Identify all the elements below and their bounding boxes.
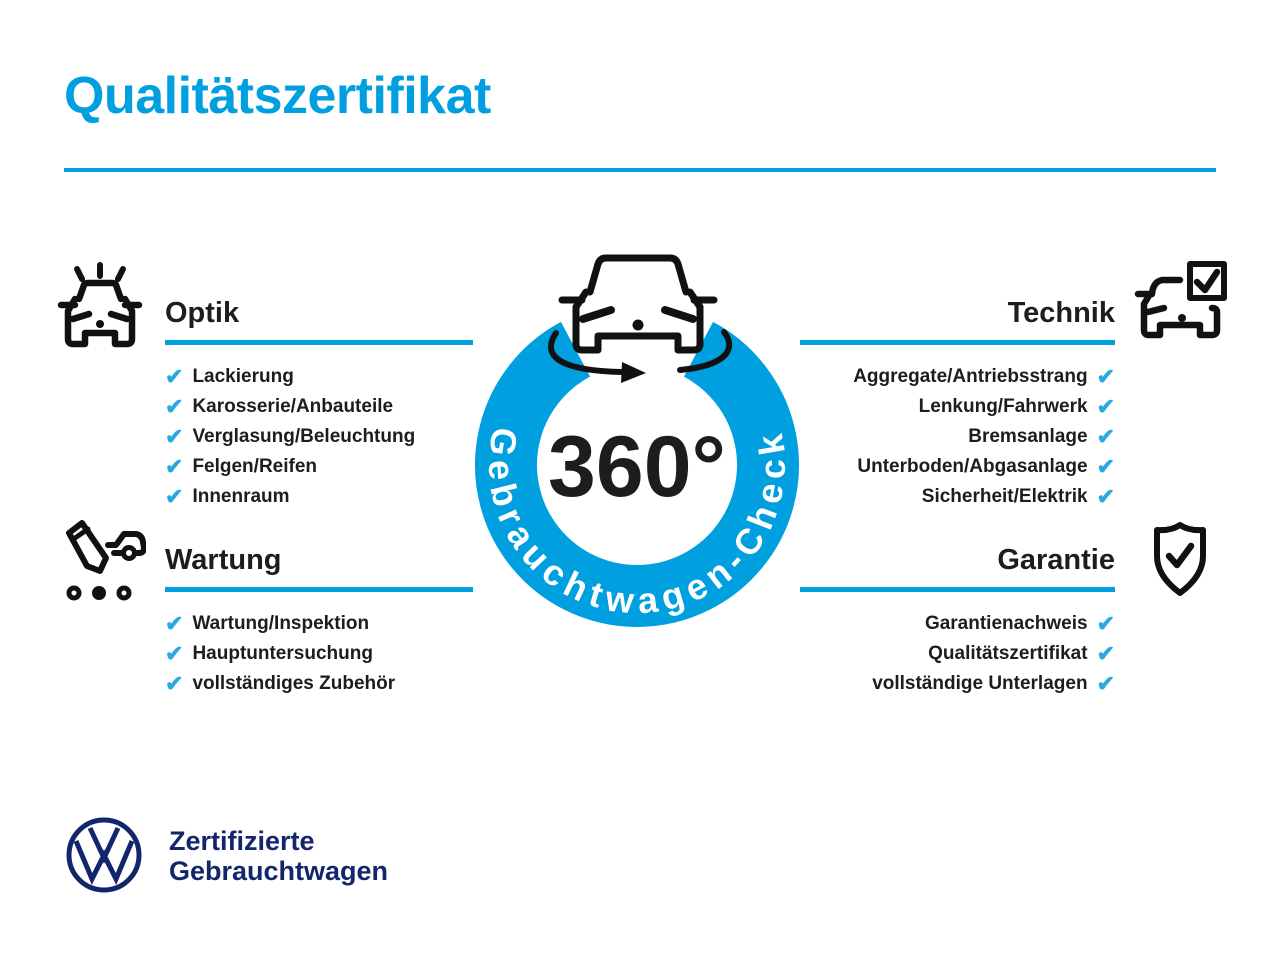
list-item: ✔ Hauptuntersuchung (165, 641, 373, 666)
footer-line1: Zertifizierte (169, 826, 315, 856)
pencil-car-icon (66, 520, 146, 601)
list-item: vollständige Unterlagen ✔ (872, 671, 1115, 696)
check-icon: ✔ (1096, 454, 1115, 479)
section-garantie-title: Garantie (997, 544, 1115, 576)
section-underline (800, 587, 1115, 592)
list-item: Sicherheit/Elektrik ✔ (921, 484, 1115, 509)
section-optik: Optik ✔ Lackierung ✔ Karosserie/Anbauteile… (165, 297, 473, 512)
section-technik-title: Technik (1007, 297, 1115, 329)
list-item: Aggregate/Antriebsstrang ✔ (853, 364, 1115, 389)
garantie-checklist: Garantienachweis ✔ Qualitätszertifikat ✔ v… (800, 609, 1115, 699)
check-icon: ✔ (165, 364, 184, 389)
section-technik: Technik Aggregate/Antriebsstrang ✔ Lenkun… (800, 297, 1115, 512)
section-garantie: Garantie Garantienachweis ✔ Qualitätszert… (800, 544, 1115, 699)
list-item: Lenkung/Fahrwerk ✔ (918, 394, 1115, 419)
check-icon: ✔ (1096, 671, 1115, 696)
footer-brand-text: Zertifizierte Gebrauchtwagen (169, 826, 388, 886)
list-item: Bremsanlage ✔ (968, 424, 1115, 449)
list-item: ✔ Karosserie/Anbauteile (165, 394, 394, 419)
title-divider (64, 168, 1216, 172)
footer-line2: Gebrauchtwagen (169, 856, 389, 886)
check-icon: ✔ (165, 641, 184, 666)
list-item: ✔ Verglasung/Beleuchtung (165, 424, 416, 449)
badge-center-value: 360° (548, 419, 726, 515)
check-icon: ✔ (165, 424, 184, 449)
list-item: ✔ Lackierung (165, 364, 294, 389)
list-item: ✔ vollständiges Zubehör (165, 671, 396, 696)
check-icon: ✔ (165, 454, 184, 479)
wartung-checklist: ✔ Wartung/Inspektion ✔ Hauptuntersuchung ✔… (165, 609, 473, 699)
list-item: ✔ Wartung/Inspektion (165, 611, 370, 636)
check-icon: ✔ (1096, 364, 1115, 389)
check-icon: ✔ (165, 394, 184, 419)
check-icon: ✔ (165, 671, 184, 696)
list-item: Unterboden/Abgasanlage ✔ (857, 454, 1115, 479)
optik-checklist: ✔ Lackierung ✔ Karosserie/Anbauteile ✔ Verg… (165, 362, 473, 512)
page-title: Qualitätszertifikat (64, 67, 491, 125)
badge-360-check: Gebrauchtwagen-Check 360° (475, 254, 799, 627)
list-item: Garantienachweis ✔ (924, 611, 1115, 636)
list-item: Qualitätszertifikat ✔ (928, 641, 1115, 666)
list-item: ✔ Felgen/Reifen (165, 454, 318, 479)
shield-check-icon (1154, 522, 1206, 596)
check-icon: ✔ (1096, 394, 1115, 419)
section-wartung-title: Wartung (165, 544, 282, 576)
check-icon: ✔ (1096, 424, 1115, 449)
vw-logo (66, 817, 142, 893)
car-360-rotation-icon (547, 254, 733, 383)
badge-ring (475, 321, 799, 627)
section-optik-title: Optik (165, 297, 240, 329)
technik-checklist: Aggregate/Antriebsstrang ✔ Lenkung/Fahrwe… (800, 362, 1115, 512)
check-icon: ✔ (165, 484, 184, 509)
car-shine-icon (57, 262, 143, 348)
check-icon: ✔ (165, 611, 184, 636)
car-checkbox-icon (1134, 261, 1227, 339)
section-underline (165, 340, 473, 345)
check-icon: ✔ (1096, 641, 1115, 666)
section-wartung: Wartung ✔ Wartung/Inspektion ✔ Hauptunters… (165, 544, 473, 699)
section-underline (165, 587, 473, 592)
list-item: ✔ Innenraum (165, 484, 290, 509)
check-icon: ✔ (1096, 611, 1115, 636)
check-icon: ✔ (1096, 484, 1115, 509)
section-underline (800, 340, 1115, 345)
